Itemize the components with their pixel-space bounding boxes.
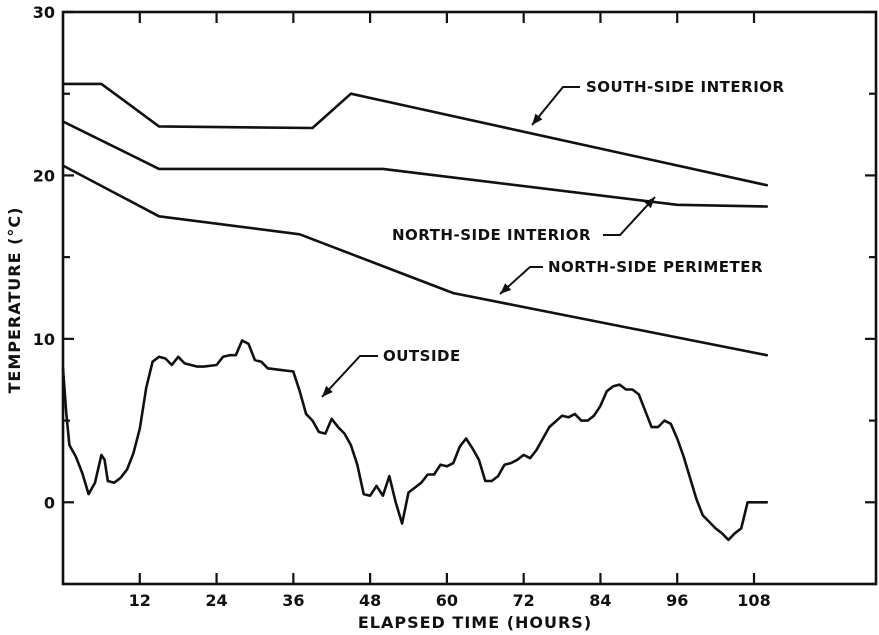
series-line-south-side-interior (61, 82, 769, 187)
leader-line (321, 355, 378, 398)
leader-line (499, 266, 543, 295)
x-tick-label: 84 (589, 591, 611, 610)
x-tick-label: 72 (513, 591, 535, 610)
annotation-south-side-interior: SOUTH-SIDE INTERIOR (586, 78, 785, 96)
annotation-labels: SOUTH-SIDE INTERIOR NORTH-SIDE INTERIOR NO… (383, 78, 785, 365)
x-tick-label: 96 (666, 591, 688, 610)
x-tick-label: 60 (436, 591, 458, 610)
arrowhead (322, 385, 333, 397)
series-lines (61, 82, 769, 542)
arrowhead (532, 113, 543, 125)
axis-tick-labels: 12 24 36 48 60 72 84 96 108 0 10 20 30 (33, 3, 771, 610)
axis-ticks (63, 10, 876, 586)
y-axis-title: TEMPERATURE (°C) (5, 207, 24, 394)
series-line-north-side-perimeter (61, 164, 769, 357)
arrowhead (644, 197, 655, 209)
annotation-north-side-perimeter: NORTH-SIDE PERIMETER (548, 258, 763, 276)
plot-frame (61, 10, 878, 586)
annotation-leaders (321, 86, 656, 398)
series-line-outside (61, 339, 769, 542)
y-tick-label: 30 (33, 3, 55, 22)
leader-line (603, 196, 656, 236)
y-tick-label: 10 (33, 330, 55, 349)
arrowhead (500, 283, 512, 294)
x-tick-label: 108 (737, 591, 770, 610)
x-tick-label: 48 (359, 591, 381, 610)
x-tick-label: 12 (129, 591, 151, 610)
annotation-outside: OUTSIDE (383, 347, 461, 365)
annotation-north-side-interior: NORTH-SIDE INTERIOR (392, 226, 591, 244)
x-tick-label: 24 (205, 591, 227, 610)
series-line-north-side-interior (61, 120, 769, 208)
x-axis-title: ELAPSED TIME (HOURS) (358, 613, 592, 632)
x-tick-label: 36 (282, 591, 304, 610)
leader-line (531, 86, 580, 126)
y-tick-label: 0 (44, 493, 55, 512)
y-tick-label: 20 (33, 166, 55, 185)
